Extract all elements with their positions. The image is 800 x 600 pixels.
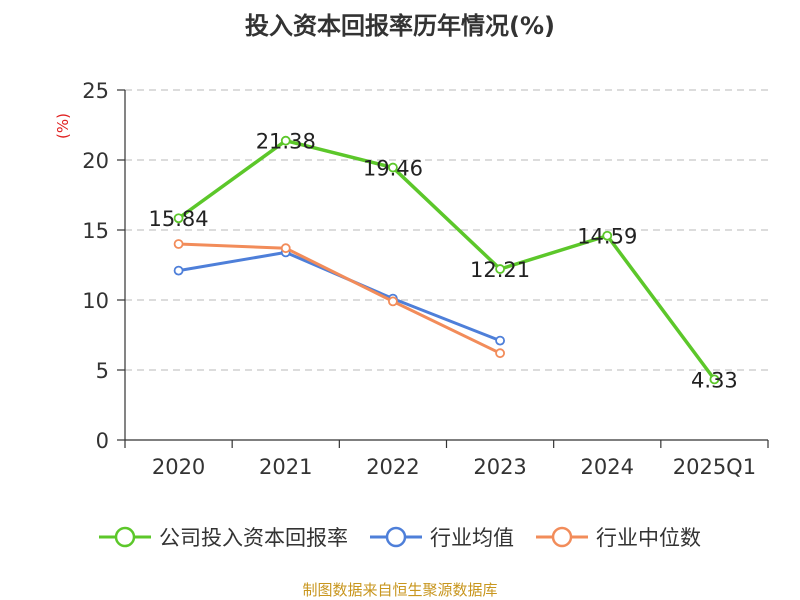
y-axis-label: (%) bbox=[54, 113, 72, 139]
legend: 公司投入资本回报率 行业均值 行业中位数 bbox=[0, 520, 800, 554]
legend-item[interactable]: 行业中位数 bbox=[536, 522, 701, 552]
source-note: 制图数据来自恒生聚源数据库 bbox=[302, 581, 498, 599]
legend-label: 公司投入资本回报率 bbox=[159, 526, 348, 550]
data-point-series-1 bbox=[173, 265, 184, 276]
legend-item[interactable]: 行业均值 bbox=[370, 522, 514, 552]
y-tick-label: 10 bbox=[82, 289, 109, 313]
legend-label: 行业中位数 bbox=[596, 526, 701, 550]
legend-marker-icon bbox=[536, 526, 588, 548]
legend-marker-icon bbox=[370, 526, 422, 548]
data-label: 15.84 bbox=[149, 207, 209, 231]
legend-item[interactable]: 公司投入资本回报率 bbox=[99, 522, 348, 552]
data-point-series-0 bbox=[602, 230, 613, 241]
y-tick-label: 15 bbox=[82, 219, 109, 243]
legend-label: 行业均值 bbox=[430, 526, 514, 550]
x-tick-label: 2023 bbox=[473, 455, 526, 479]
data-labels: 15.84 21.38 19.46 12.21 14.59 4.33 bbox=[149, 130, 738, 393]
data-point-series-0 bbox=[173, 213, 184, 224]
data-point-series-1 bbox=[495, 335, 505, 346]
x-tick-label: 2025Q1 bbox=[673, 455, 756, 479]
data-point-series-0 bbox=[495, 264, 505, 274]
data-point-series-0 bbox=[280, 135, 291, 146]
legend-marker-icon bbox=[99, 526, 151, 548]
data-label: 4.33 bbox=[691, 368, 738, 392]
series-line-0 bbox=[177, 138, 716, 381]
x-tick-label: 2022 bbox=[366, 455, 419, 479]
axes: 0 5 10 15 20 25 2020 2021 2022 2023 2024 2025Q1 (%) bbox=[54, 79, 769, 479]
data-point-series-0 bbox=[709, 374, 720, 385]
y-tick-label: 0 bbox=[96, 429, 109, 453]
chart-title: 投入资本回报率历年情况(%) bbox=[245, 12, 555, 40]
x-tick-label: 2020 bbox=[152, 455, 205, 479]
data-label: 21.38 bbox=[256, 130, 316, 154]
data-point-series-2 bbox=[495, 348, 505, 359]
y-tick-label: 25 bbox=[82, 79, 109, 103]
series-line-1 bbox=[178, 250, 501, 342]
x-tick-label: 2021 bbox=[259, 455, 312, 479]
data-point-series-2 bbox=[388, 296, 398, 307]
y-tick-label: 20 bbox=[82, 149, 109, 173]
series-lines bbox=[173, 135, 720, 385]
data-point-series-0 bbox=[388, 162, 398, 173]
data-point-series-2 bbox=[280, 243, 291, 254]
series-line-2 bbox=[178, 242, 501, 355]
data-point-series-2 bbox=[173, 239, 184, 249]
y-tick-label: 5 bbox=[96, 359, 109, 383]
data-label: 19.46 bbox=[363, 157, 423, 181]
data-label: 14.59 bbox=[577, 225, 637, 249]
x-tick-label: 2024 bbox=[581, 455, 634, 479]
data-label: 12.21 bbox=[470, 258, 530, 282]
